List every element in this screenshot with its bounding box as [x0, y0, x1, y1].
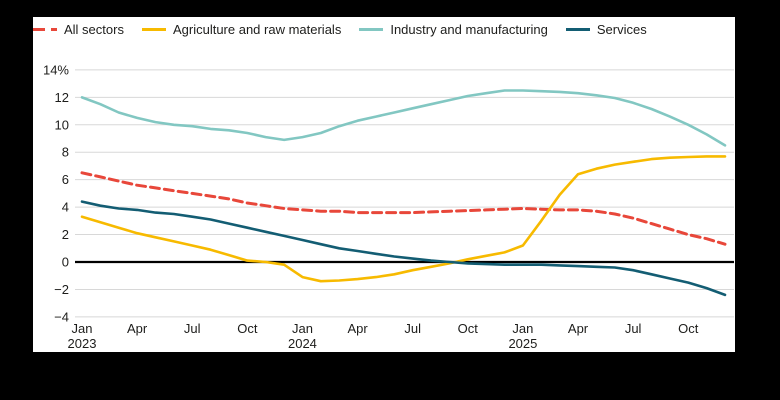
y-tick-label: 12 [55, 90, 69, 105]
y-tick-label: 14% [43, 62, 69, 77]
y-tick-label: 4 [62, 200, 69, 215]
legend-swatch-agriculture-and-raw-materials [141, 27, 166, 31]
x-tick-year-label: 2025 [508, 336, 537, 351]
y-tick-label: 0 [62, 255, 69, 270]
legend-label: All sectors [64, 21, 124, 37]
x-tick-label: Jan [512, 321, 533, 336]
y-tick-label: −4 [54, 309, 69, 324]
x-tick-year-label: 2023 [68, 336, 97, 351]
x-tick-label: Jul [404, 321, 421, 336]
legend-label: Industry and manufacturing [390, 21, 548, 37]
x-tick-label: Jan [292, 321, 313, 336]
chart-panel: 14% 12 10 8 6 4 2 0 −2 −4 Jan 2023 Apr Jul Oct Jan 2024 A… [33, 17, 735, 352]
x-tick-label: Apr [127, 321, 148, 336]
x-tick-label: Apr [347, 321, 368, 336]
x-tick-label: Jan [72, 321, 93, 336]
series-line-services [80, 200, 727, 297]
legend-swatch-all-sectors [33, 27, 57, 31]
y-tick-label: 8 [62, 145, 69, 160]
x-tick-label: Jul [184, 321, 201, 336]
series-line-agriculture-and-raw-materials [80, 155, 727, 283]
legend-swatch-services [565, 27, 590, 31]
legend-item-industry-and-manufacturing: Industry and manufacturing [359, 22, 548, 37]
x-tick-label: Oct [458, 321, 479, 336]
x-tick-label: Jul [625, 321, 642, 336]
y-tick-label: −2 [54, 282, 69, 297]
legend-swatch-industry-and-manufacturing [359, 27, 384, 31]
x-tick-label: Oct [237, 321, 258, 336]
y-tick-label: 10 [55, 117, 69, 132]
legend-label: Agriculture and raw materials [172, 21, 342, 37]
series-line-all-sectors [80, 171, 727, 246]
x-tick-label: Oct [678, 321, 699, 336]
chart-legend: All sectors Agriculture and raw materials… [33, 17, 647, 41]
y-tick-label: 6 [62, 172, 69, 187]
series-line-industry-and-manufacturing [80, 89, 727, 147]
legend-item-services: Services [565, 21, 647, 37]
legend-label: Services [596, 21, 647, 37]
legend-item-agriculture-and-raw-materials: Agriculture and raw materials [141, 21, 342, 37]
y-tick-label: 2 [62, 227, 69, 242]
x-tick-year-label: 2024 [288, 336, 317, 351]
legend-item-all-sectors: All sectors [33, 22, 124, 37]
x-tick-label: Apr [568, 321, 589, 336]
